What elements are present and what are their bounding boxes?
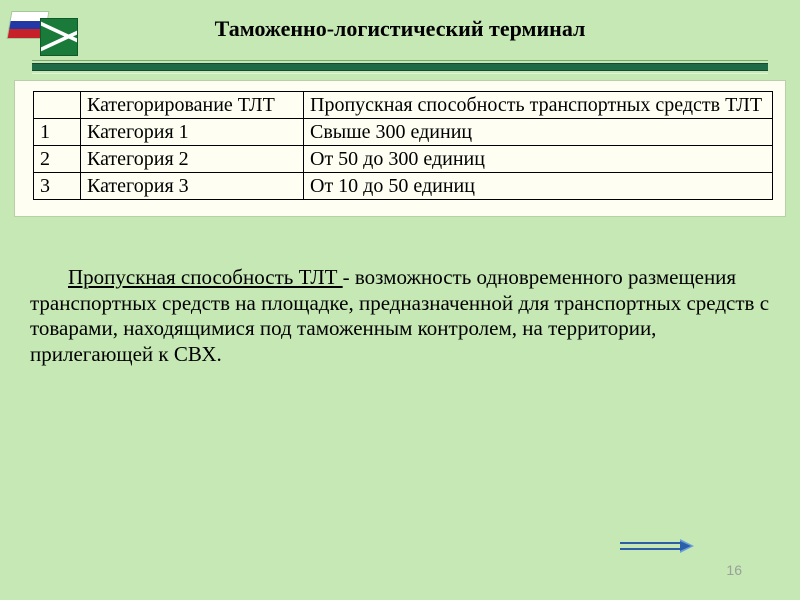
category-table: Категорирование ТЛТ Пропускная способнос…	[33, 91, 773, 200]
table-header-cell: Пропускная способность транспортных сред…	[304, 92, 773, 119]
table-cell: 1	[34, 119, 81, 146]
table-header-row: Категорирование ТЛТ Пропускная способнос…	[34, 92, 773, 119]
table-cell: От 50 до 300 единиц	[304, 146, 773, 173]
table-row: 2 Категория 2 От 50 до 300 единиц	[34, 146, 773, 173]
table-cell: 3	[34, 173, 81, 200]
divider	[0, 60, 800, 74]
table-cell: От 10 до 50 единиц	[304, 173, 773, 200]
table-cell: Свыше 300 единиц	[304, 119, 773, 146]
table-cell: Категория 1	[81, 119, 304, 146]
definition-paragraph: Пропускная способность ТЛТ - возможность…	[30, 265, 770, 367]
next-arrow-icon[interactable]	[620, 540, 700, 554]
table-cell: 2	[34, 146, 81, 173]
table-cell: Категория 3	[81, 173, 304, 200]
table-row: 1 Категория 1 Свыше 300 единиц	[34, 119, 773, 146]
page-number: 16	[726, 562, 742, 578]
term: Пропускная способность ТЛТ	[68, 265, 343, 289]
header: Таможенно-логистический терминал	[0, 0, 800, 60]
table-container: Категорирование ТЛТ Пропускная способнос…	[14, 80, 786, 217]
table-cell: Категория 2	[81, 146, 304, 173]
table-row: 3 Категория 3 От 10 до 50 единиц	[34, 173, 773, 200]
table-header-cell	[34, 92, 81, 119]
page-title: Таможенно-логистический терминал	[0, 16, 800, 42]
table-header-cell: Категорирование ТЛТ	[81, 92, 304, 119]
